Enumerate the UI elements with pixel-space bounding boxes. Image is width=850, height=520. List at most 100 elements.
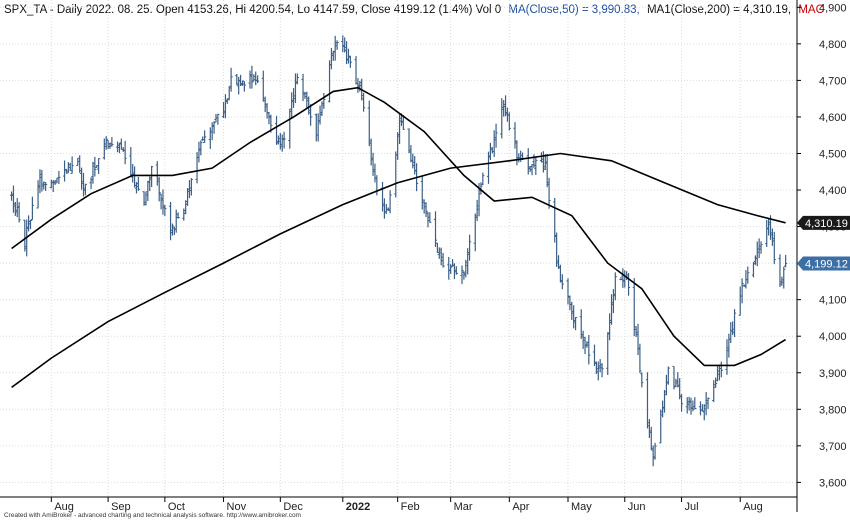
price-bar — [772, 231, 776, 265]
price-bar — [494, 123, 498, 148]
price-bar — [441, 252, 445, 268]
price-bar — [97, 158, 101, 174]
price-bar — [424, 202, 428, 218]
price-bar — [479, 182, 483, 195]
price-bar — [157, 177, 161, 202]
price-bar — [203, 130, 207, 144]
price-bar — [57, 171, 61, 185]
price-bar — [295, 73, 299, 85]
price-bar — [454, 266, 458, 275]
price-bar — [653, 442, 657, 460]
price-bar — [507, 112, 511, 131]
x-tick-label: Aug — [54, 501, 74, 513]
price-bar — [428, 212, 432, 223]
price-bar — [782, 266, 786, 289]
price-bar — [189, 178, 193, 196]
y-tick-label: 3,700 — [819, 441, 847, 453]
header-mac: MAC — [798, 4, 824, 16]
chart-header: SPX_TA - Daily 2022. 08. 25. Open 4153.2… — [4, 4, 824, 16]
ma200-line — [11, 152, 786, 389]
price-bar — [560, 274, 564, 290]
price-bar — [679, 394, 684, 412]
price-bar — [212, 120, 216, 134]
x-tick-label: Jun — [628, 501, 646, 513]
y-tick-label: 4,100 — [819, 295, 847, 307]
footer-text: Created with AmiBroker - advanced charti… — [4, 512, 301, 519]
badge-shape — [797, 215, 850, 230]
price-bar — [110, 137, 114, 147]
price-bar — [17, 202, 21, 223]
price-badges: 4,310.19 4,199.12 — [797, 215, 850, 271]
price-bar — [460, 265, 464, 285]
y-tick-label: 4,900 — [819, 2, 847, 14]
price-bar — [467, 234, 472, 261]
price-bar — [481, 172, 485, 186]
price-bar — [401, 115, 405, 130]
x-tick-label: Nov — [227, 501, 247, 513]
ma50-line — [11, 86, 787, 367]
header-prefix: SPX_TA - Daily 2022. 08. 25. Open 4153.2… — [4, 4, 501, 16]
price-bar — [170, 223, 175, 236]
price-bar — [746, 266, 750, 284]
price-bar — [600, 363, 604, 378]
last-price-badge: 4,199.12 — [797, 256, 850, 271]
price-bar — [70, 156, 74, 174]
price-bar — [573, 317, 578, 331]
price-bar — [28, 219, 33, 230]
price-bar — [587, 334, 591, 365]
price-bar — [638, 343, 642, 373]
x-tick-label: May — [571, 501, 592, 513]
price-bar — [547, 177, 551, 209]
price-bar — [784, 254, 788, 268]
grid-lines — [0, 0, 797, 497]
y-tick-label: 4,700 — [819, 75, 847, 87]
y-tick-label: 3,900 — [819, 368, 847, 380]
price-bar — [706, 397, 710, 409]
price-bar — [83, 183, 87, 196]
x-axis: Aug Sep Oct Nov Dec 2022 Feb Mar Apr May Jun Jul Aug — [0, 496, 797, 513]
price-bar — [348, 55, 352, 68]
price-bar — [199, 140, 203, 156]
badge-shape — [797, 256, 850, 271]
price-bar — [666, 366, 670, 385]
price-bar — [335, 40, 339, 50]
ma200-price-badge: 4,310.19 — [797, 215, 850, 230]
price-bar — [613, 272, 617, 301]
price-bar — [714, 377, 718, 388]
price-bar — [256, 75, 260, 84]
price-bar — [361, 92, 366, 112]
y-tick-label: 3,600 — [819, 477, 847, 489]
moving-average-lines — [11, 86, 787, 389]
x-tick-label: Oct — [168, 501, 185, 513]
price-bar — [93, 156, 97, 177]
price-bar — [240, 80, 245, 86]
price-bar — [44, 182, 48, 191]
price-bar — [250, 65, 254, 89]
x-tick-label: Apr — [512, 501, 529, 513]
price-bar — [104, 136, 108, 150]
price-bar — [150, 165, 154, 187]
price-bar — [282, 131, 286, 149]
price-bar — [449, 264, 453, 275]
x-tick-label: Mar — [454, 501, 473, 513]
price-bar — [123, 140, 127, 165]
header-ma50: MA(Close,50) = 3,990.83, — [508, 4, 639, 16]
price-bar — [433, 211, 438, 247]
x-tick-label: Dec — [283, 501, 303, 513]
y-tick-label: 4,500 — [819, 148, 847, 160]
price-bar — [30, 196, 34, 221]
price-bar — [163, 204, 167, 217]
x-tick-label: Aug — [743, 501, 763, 513]
header-ma200: MA1(Close,200) = 4,310.19, — [647, 4, 791, 16]
price-bar — [388, 190, 392, 214]
price-bar — [229, 67, 233, 92]
price-bar — [759, 241, 763, 254]
x-tick-label: Sep — [111, 501, 131, 513]
y-tick-label: 4,000 — [819, 331, 847, 343]
price-bar — [732, 309, 737, 338]
price-bar — [740, 278, 744, 304]
price-bar — [719, 361, 723, 378]
y-tick-label: 4,800 — [819, 39, 847, 51]
badge-label: 4,199.12 — [805, 258, 848, 270]
